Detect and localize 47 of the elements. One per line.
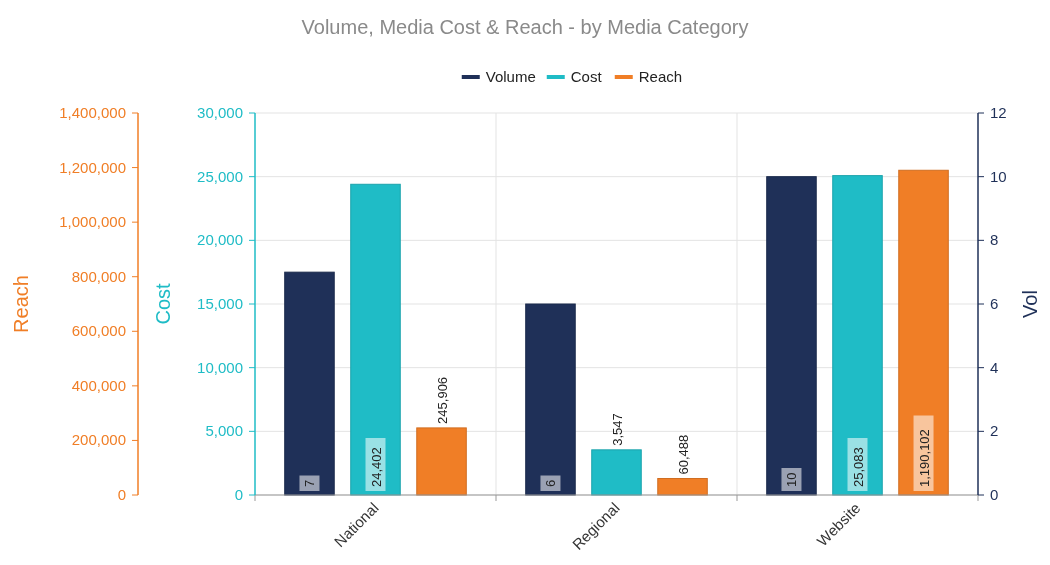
y-tick-label: 30,000	[197, 104, 243, 121]
y-tick-label: 25,000	[197, 167, 243, 185]
data-label: 25,083	[850, 447, 866, 487]
bar	[416, 427, 467, 496]
y2-tick-label: 6	[990, 295, 999, 312]
bar	[766, 176, 817, 496]
legend-label: Cost	[570, 68, 603, 85]
y2-tick-label: 0	[990, 486, 999, 503]
y3-axis-title: Reach	[9, 275, 32, 333]
y3-tick-label: 800,000	[71, 267, 126, 285]
data-label: 24,402	[368, 447, 384, 487]
data-label: 245,906	[434, 376, 450, 424]
y3-tick-label: 1,000,000	[59, 213, 126, 231]
legend-label: Volume	[485, 68, 536, 85]
y2-tick-label: 8	[990, 231, 999, 249]
bar	[832, 175, 883, 496]
data-label: 6	[543, 479, 559, 487]
y-tick-label: 15,000	[197, 295, 243, 312]
data-label: 60,488	[675, 434, 691, 475]
bar	[591, 449, 642, 496]
data-label: 1,190,102	[916, 429, 932, 487]
y3-tick-label: 600,000	[71, 322, 126, 340]
y3-tick-label: 200,000	[71, 431, 126, 449]
data-label: 3,547	[609, 413, 625, 446]
y-tick-label: 10,000	[197, 358, 243, 376]
y3-tick-label: 400,000	[71, 376, 126, 394]
bar	[898, 169, 949, 496]
bar	[350, 183, 401, 496]
chart-title: Volume, Media Cost & Reach - by Media Category	[301, 16, 749, 38]
y2-tick-label: 10	[990, 167, 1007, 185]
y-tick-label: 0	[234, 486, 243, 503]
y-axis-title: Cost	[152, 283, 174, 325]
y2-tick-label: 4	[990, 358, 999, 376]
legend-label: Reach	[638, 68, 683, 85]
y-tick-label: 20,000	[197, 231, 243, 249]
y-tick-label: 5,000	[205, 422, 243, 440]
y3-tick-label: 1,200,000	[59, 158, 126, 176]
bar	[525, 303, 576, 496]
y3-tick-label: 0	[117, 486, 126, 503]
y2-axis-title: Vol	[1019, 290, 1041, 318]
y3-tick-label: 1,400,000	[59, 104, 126, 121]
y2-tick-label: 2	[990, 422, 999, 440]
bar	[657, 478, 708, 496]
data-label: 7	[302, 479, 318, 487]
data-label: 10	[784, 472, 800, 487]
bar	[284, 271, 335, 496]
y2-tick-label: 12	[990, 104, 1007, 121]
